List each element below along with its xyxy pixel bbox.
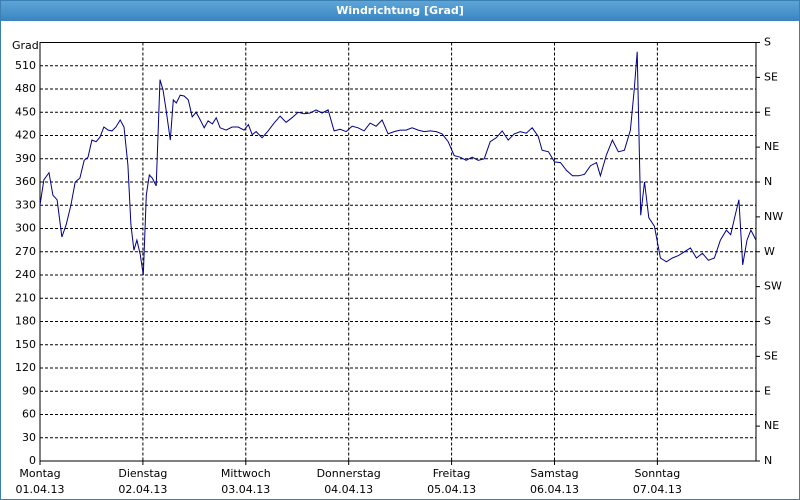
x-tick-label: Donnerstag: [317, 467, 381, 480]
y-tick-label: 480: [15, 82, 36, 95]
x-tick-sublabel: 05.04.13: [427, 483, 476, 496]
y-tick-label: 390: [15, 152, 36, 165]
x-tick-sublabel: 04.04.13: [324, 483, 373, 496]
x-tick-label: Sonntag: [635, 467, 681, 480]
x-tick-sublabel: 02.04.13: [118, 483, 167, 496]
y2-tick-label: NE: [764, 140, 779, 153]
y-tick-label: 150: [15, 338, 36, 351]
y2-tick-label: SE: [764, 349, 778, 362]
y-tick-label: 450: [15, 105, 36, 118]
x-tick-label: Montag: [19, 467, 60, 480]
y-tick-label: 300: [15, 222, 36, 235]
y2-tick-label: NE: [764, 419, 779, 432]
y-tick-label: 120: [15, 361, 36, 374]
y2-tick-label: NW: [764, 210, 783, 223]
y-tick-label: 360: [15, 175, 36, 188]
title-bar: [1, 1, 799, 21]
y2-tick-label: S: [764, 36, 771, 49]
x-tick-label: Freitag: [433, 467, 471, 480]
y2-tick-label: SE: [764, 70, 778, 83]
plot-frame: [39, 42, 757, 462]
y2-tick-label: E: [764, 384, 771, 397]
y2-tick-label: SW: [764, 280, 782, 293]
x-tick-label: Mittwoch: [221, 467, 271, 480]
y-tick-label: 420: [15, 129, 36, 142]
y2-tick-label: N: [764, 175, 772, 188]
y-tick-label: 180: [15, 315, 36, 328]
y-tick-label: 30: [22, 431, 36, 444]
y2-tick-label: W: [764, 245, 775, 258]
y-tick-label: 90: [22, 384, 36, 397]
y-tick-label: 210: [15, 291, 36, 304]
x-tick-label: Dienstag: [118, 467, 167, 480]
data-line: [39, 51, 757, 276]
y-tick-label: 240: [15, 268, 36, 281]
y2-tick-label: S: [764, 315, 771, 328]
x-tick-sublabel: 01.04.13: [16, 483, 65, 496]
x-tick-label: Samstag: [530, 467, 578, 480]
y-tick-label: 270: [15, 245, 36, 258]
y-tick-label: 510: [15, 59, 36, 72]
y-tick-label: 330: [15, 198, 36, 211]
chart-title: Windrichtung [Grad]: [336, 4, 464, 17]
y-tick-label: 60: [22, 408, 36, 421]
y2-tick-label: N: [764, 454, 772, 467]
x-tick-sublabel: 07.04.13: [633, 483, 682, 496]
y2-tick-label: E: [764, 105, 771, 118]
x-tick-sublabel: 03.04.13: [221, 483, 270, 496]
y-axis-label: Grad: [12, 39, 39, 52]
y-tick-label: 0: [29, 454, 36, 467]
x-tick-sublabel: 06.04.13: [530, 483, 579, 496]
